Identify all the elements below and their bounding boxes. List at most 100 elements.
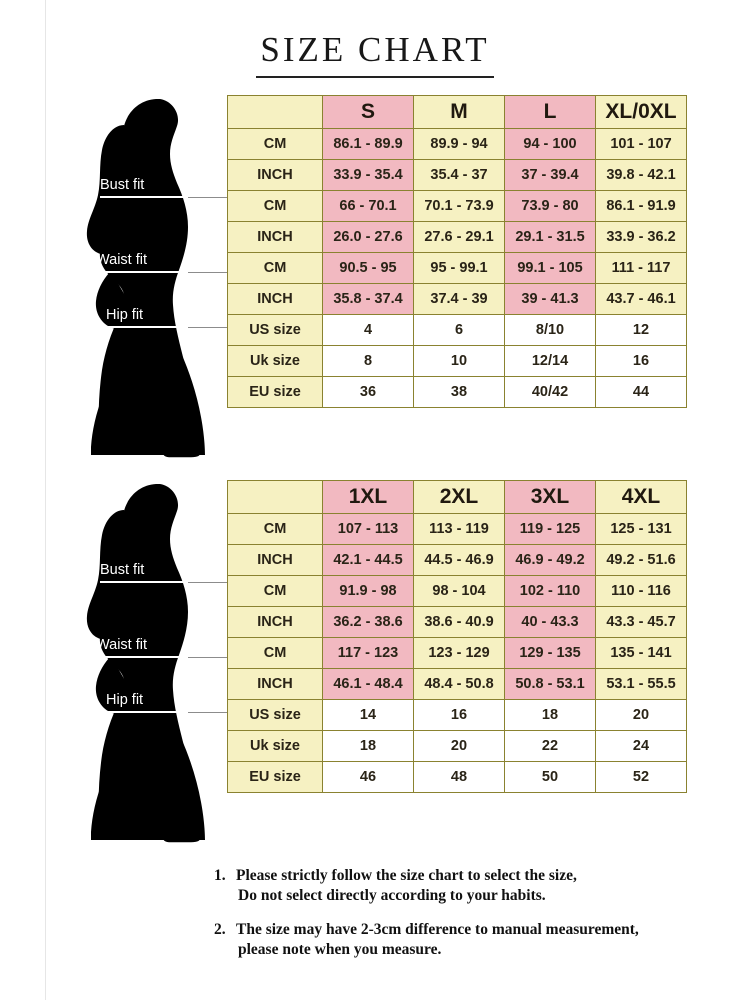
- table-corner-cell: [227, 480, 323, 514]
- table-row: INCH 33.9 - 35.4 35.4 - 37 37 - 39.4 39.8 - …: [227, 159, 687, 191]
- table-cell: 44: [595, 376, 687, 408]
- table-cell: 101 - 107: [595, 128, 687, 160]
- fit-rule-waist: [96, 656, 188, 658]
- footnote-line-1: Please strictly follow the size chart to…: [236, 867, 577, 884]
- fit-label-hip: Hip fit: [106, 692, 144, 708]
- female-silhouette-2: Bust fit Waist fit Hip fit: [78, 480, 243, 843]
- table-cell: 37 - 39.4: [504, 159, 596, 191]
- row-label: INCH: [227, 606, 323, 638]
- table-cell: 42.1 - 44.5: [322, 544, 414, 576]
- table-cell: 111 - 117: [595, 252, 687, 284]
- size-header-1xl: 1XL: [322, 480, 414, 514]
- table-row: CM 107 - 113 113 - 119 119 - 125 125 - 131: [227, 513, 687, 545]
- table-cell: 110 - 116: [595, 575, 687, 607]
- size-table-standard: S M L XL/0XL CM 86.1 - 89.9 89.9 - 94 94 - 100…: [227, 95, 687, 408]
- table-header-row: 1XL 2XL 3XL 4XL: [227, 480, 687, 514]
- row-label: EU size: [227, 376, 323, 408]
- table-cell: 20: [413, 730, 505, 762]
- row-label: Uk size: [227, 730, 323, 762]
- table-cell: 26.0 - 27.6: [322, 221, 414, 253]
- row-label: CM: [227, 637, 323, 669]
- size-header-3xl: 3XL: [504, 480, 596, 514]
- table-row: INCH 36.2 - 38.6 38.6 - 40.9 40 - 43.3 43.3 …: [227, 606, 687, 638]
- table-cell: 91.9 - 98: [322, 575, 414, 607]
- footnote-text: Please strictly follow the size chart to…: [236, 866, 744, 907]
- fit-label-hip: Hip fit: [106, 307, 144, 323]
- table-row: US size 4 6 8/10 12: [227, 314, 687, 346]
- table-cell: 16: [413, 699, 505, 731]
- silhouette-shoes: [96, 772, 236, 848]
- size-table-plus: 1XL 2XL 3XL 4XL CM 107 - 113 113 - 119 119 - 1…: [227, 480, 687, 793]
- table-row: CM 117 - 123 123 - 129 129 - 135 135 - 141: [227, 637, 687, 669]
- table-cell: 10: [413, 345, 505, 377]
- table-cell: 33.9 - 36.2: [595, 221, 687, 253]
- table-cell: 4: [322, 314, 414, 346]
- table-row: INCH 35.8 - 37.4 37.4 - 39 39 - 41.3 43.7 - …: [227, 283, 687, 315]
- table-row: EU size 46 48 50 52: [227, 761, 687, 793]
- table-row: INCH 46.1 - 48.4 48.4 - 50.8 50.8 - 53.1 53.…: [227, 668, 687, 700]
- table-cell: 102 - 110: [504, 575, 596, 607]
- table-cell: 107 - 113: [322, 513, 414, 545]
- row-label: EU size: [227, 761, 323, 793]
- page-title: SIZE CHART: [256, 30, 494, 78]
- leader-line-waist: [188, 657, 227, 658]
- table-cell: 44.5 - 46.9: [413, 544, 505, 576]
- fit-label-waist: Waist fit: [96, 637, 148, 653]
- table-row: CM 90.5 - 95 95 - 99.1 99.1 - 105 111 - 117: [227, 252, 687, 284]
- table-cell: 66 - 70.1: [322, 190, 414, 222]
- table-body: CM 86.1 - 89.9 89.9 - 94 94 - 100 101 - 107 I…: [227, 128, 687, 408]
- row-label: CM: [227, 252, 323, 284]
- table-row: EU size 36 38 40/42 44: [227, 376, 687, 408]
- table-cell: 12/14: [504, 345, 596, 377]
- fit-label-bust: Bust fit: [100, 562, 145, 578]
- fit-label-waist: Waist fit: [96, 252, 148, 268]
- table-cell: 6: [413, 314, 505, 346]
- footnote-text: The size may have 2-3cm difference to ma…: [236, 920, 744, 961]
- silhouette-shoes: [96, 387, 236, 463]
- size-header-m: M: [413, 95, 505, 129]
- table-cell: 29.1 - 31.5: [504, 221, 596, 253]
- table-body: CM 107 - 113 113 - 119 119 - 125 125 - 131 IN…: [227, 513, 687, 793]
- size-block-plus: Bust fit Waist fit Hip fit 1XL 2XL 3XL 4XL CM…: [0, 480, 750, 843]
- table-cell: 36: [322, 376, 414, 408]
- table-cell: 95 - 99.1: [413, 252, 505, 284]
- footnote-line-1: The size may have 2-3cm difference to ma…: [236, 920, 639, 938]
- table-row: Uk size 8 10 12/14 16: [227, 345, 687, 377]
- leader-line-waist: [188, 272, 227, 273]
- row-label: INCH: [227, 544, 323, 576]
- table-cell: 48.4 - 50.8: [413, 668, 505, 700]
- table-cell: 98 - 104: [413, 575, 505, 607]
- fit-rule-bust: [100, 196, 188, 198]
- size-header-4xl: 4XL: [595, 480, 687, 514]
- size-header-xl-0xl: XL/0XL: [595, 95, 687, 129]
- table-cell: 40 - 43.3: [504, 606, 596, 638]
- table-cell: 50.8 - 53.1: [504, 668, 596, 700]
- table-cell: 14: [322, 699, 414, 731]
- size-header-l: L: [504, 95, 596, 129]
- table-row: CM 91.9 - 98 98 - 104 102 - 110 110 - 116: [227, 575, 687, 607]
- table-cell: 18: [504, 699, 596, 731]
- table-cell: 50: [504, 761, 596, 793]
- table-cell: 33.9 - 35.4: [322, 159, 414, 191]
- row-label: US size: [227, 699, 323, 731]
- table-cell: 123 - 129: [413, 637, 505, 669]
- silhouette-body: [78, 480, 243, 840]
- footnote-number: 2.: [214, 920, 226, 938]
- table-cell: 46.1 - 48.4: [322, 668, 414, 700]
- footnote-2: 2. The size may have 2-3cm difference to …: [214, 920, 744, 961]
- table-cell: 39 - 41.3: [504, 283, 596, 315]
- female-silhouette-1: Bust fit Waist fit Hip fit: [78, 95, 243, 458]
- row-label: US size: [227, 314, 323, 346]
- table-row: US size 14 16 18 20: [227, 699, 687, 731]
- table-row: Uk size 18 20 22 24: [227, 730, 687, 762]
- table-cell: 40/42: [504, 376, 596, 408]
- table-cell: 135 - 141: [595, 637, 687, 669]
- row-label: INCH: [227, 221, 323, 253]
- table-cell: 70.1 - 73.9: [413, 190, 505, 222]
- table-header-row: S M L XL/0XL: [227, 95, 687, 129]
- table-cell: 16: [595, 345, 687, 377]
- leader-line-bust: [188, 197, 227, 198]
- table-cell: 86.1 - 91.9: [595, 190, 687, 222]
- fit-rule-hip: [104, 326, 188, 328]
- table-cell: 12: [595, 314, 687, 346]
